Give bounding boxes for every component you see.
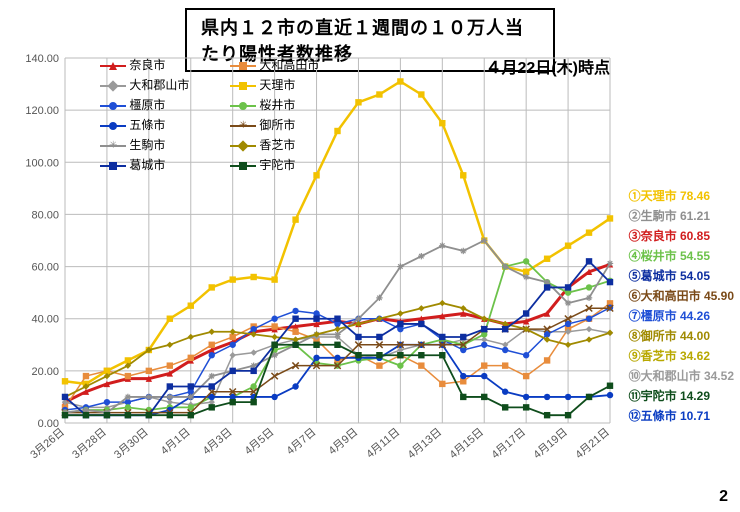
legend-item: 大和高田市: [230, 56, 360, 73]
svg-text:140.00: 140.00: [25, 53, 59, 65]
svg-text:4月7日: 4月7日: [285, 426, 319, 457]
svg-text:120.00: 120.00: [25, 105, 59, 117]
legend-item: ✳ 御所市: [230, 116, 360, 133]
rank-item: ⑪宇陀市 14.29: [629, 386, 734, 406]
page-number: 2: [719, 488, 728, 506]
rank-item: ③奈良市 60.85: [629, 226, 734, 246]
legend-item: 奈良市: [100, 56, 230, 73]
legend-item: 大和郡山市: [100, 76, 230, 93]
rank-item: ①天理市 78.46: [629, 186, 734, 206]
ranking-list: ①天理市 78.46②生駒市 61.21③奈良市 60.85④桜井市 54.55…: [629, 186, 734, 426]
svg-text:4月5日: 4月5日: [243, 426, 277, 457]
rank-item: ⑦橿原市 44.26: [629, 306, 734, 326]
svg-text:4月13日: 4月13日: [406, 426, 445, 461]
rank-item: ⑥大和高田市 45.90: [629, 286, 734, 306]
svg-text:3月30日: 3月30日: [112, 426, 151, 461]
rank-item: ⑤葛城市 54.05: [629, 266, 734, 286]
rank-item: ⑩大和郡山市 34.52: [629, 366, 734, 386]
svg-text:4月19日: 4月19日: [531, 426, 570, 461]
rank-item: ②生駒市 61.21: [629, 206, 734, 226]
svg-text:4月1日: 4月1日: [159, 426, 193, 457]
legend-item: 五條市: [100, 116, 230, 133]
legend-item: 橿原市: [100, 96, 230, 113]
legend: 奈良市 大和高田市 大和郡山市 天理市 橿原市 桜井市 五條市✳ 御所市✳ 生駒…: [100, 56, 360, 176]
rank-item: ⑫五條市 10.71: [629, 406, 734, 426]
legend-item: 天理市: [230, 76, 360, 93]
svg-text:4月17日: 4月17日: [489, 426, 528, 461]
rank-item: ⑨香芝市 34.62: [629, 346, 734, 366]
svg-text:80.00: 80.00: [31, 209, 59, 221]
svg-text:3月26日: 3月26日: [28, 426, 67, 461]
svg-text:4月3日: 4月3日: [201, 426, 235, 457]
legend-item: 香芝市: [230, 136, 360, 153]
svg-text:40.00: 40.00: [31, 314, 59, 326]
rank-item: ⑧御所市 44.00: [629, 326, 734, 346]
svg-text:60.00: 60.00: [31, 262, 59, 274]
legend-item: ✳ 生駒市: [100, 136, 230, 153]
svg-text:4月11日: 4月11日: [364, 426, 402, 461]
svg-text:100.00: 100.00: [25, 157, 59, 169]
rank-item: ④桜井市 54.55: [629, 246, 734, 266]
legend-item: 桜井市: [230, 96, 360, 113]
legend-item: 宇陀市: [230, 156, 360, 173]
svg-text:20.00: 20.00: [31, 366, 59, 378]
svg-text:4月9日: 4月9日: [326, 426, 360, 457]
svg-text:3月28日: 3月28日: [70, 426, 109, 461]
legend-item: 葛城市: [100, 156, 230, 173]
svg-text:4月15日: 4月15日: [448, 426, 487, 461]
svg-text:4月21日: 4月21日: [573, 426, 612, 461]
